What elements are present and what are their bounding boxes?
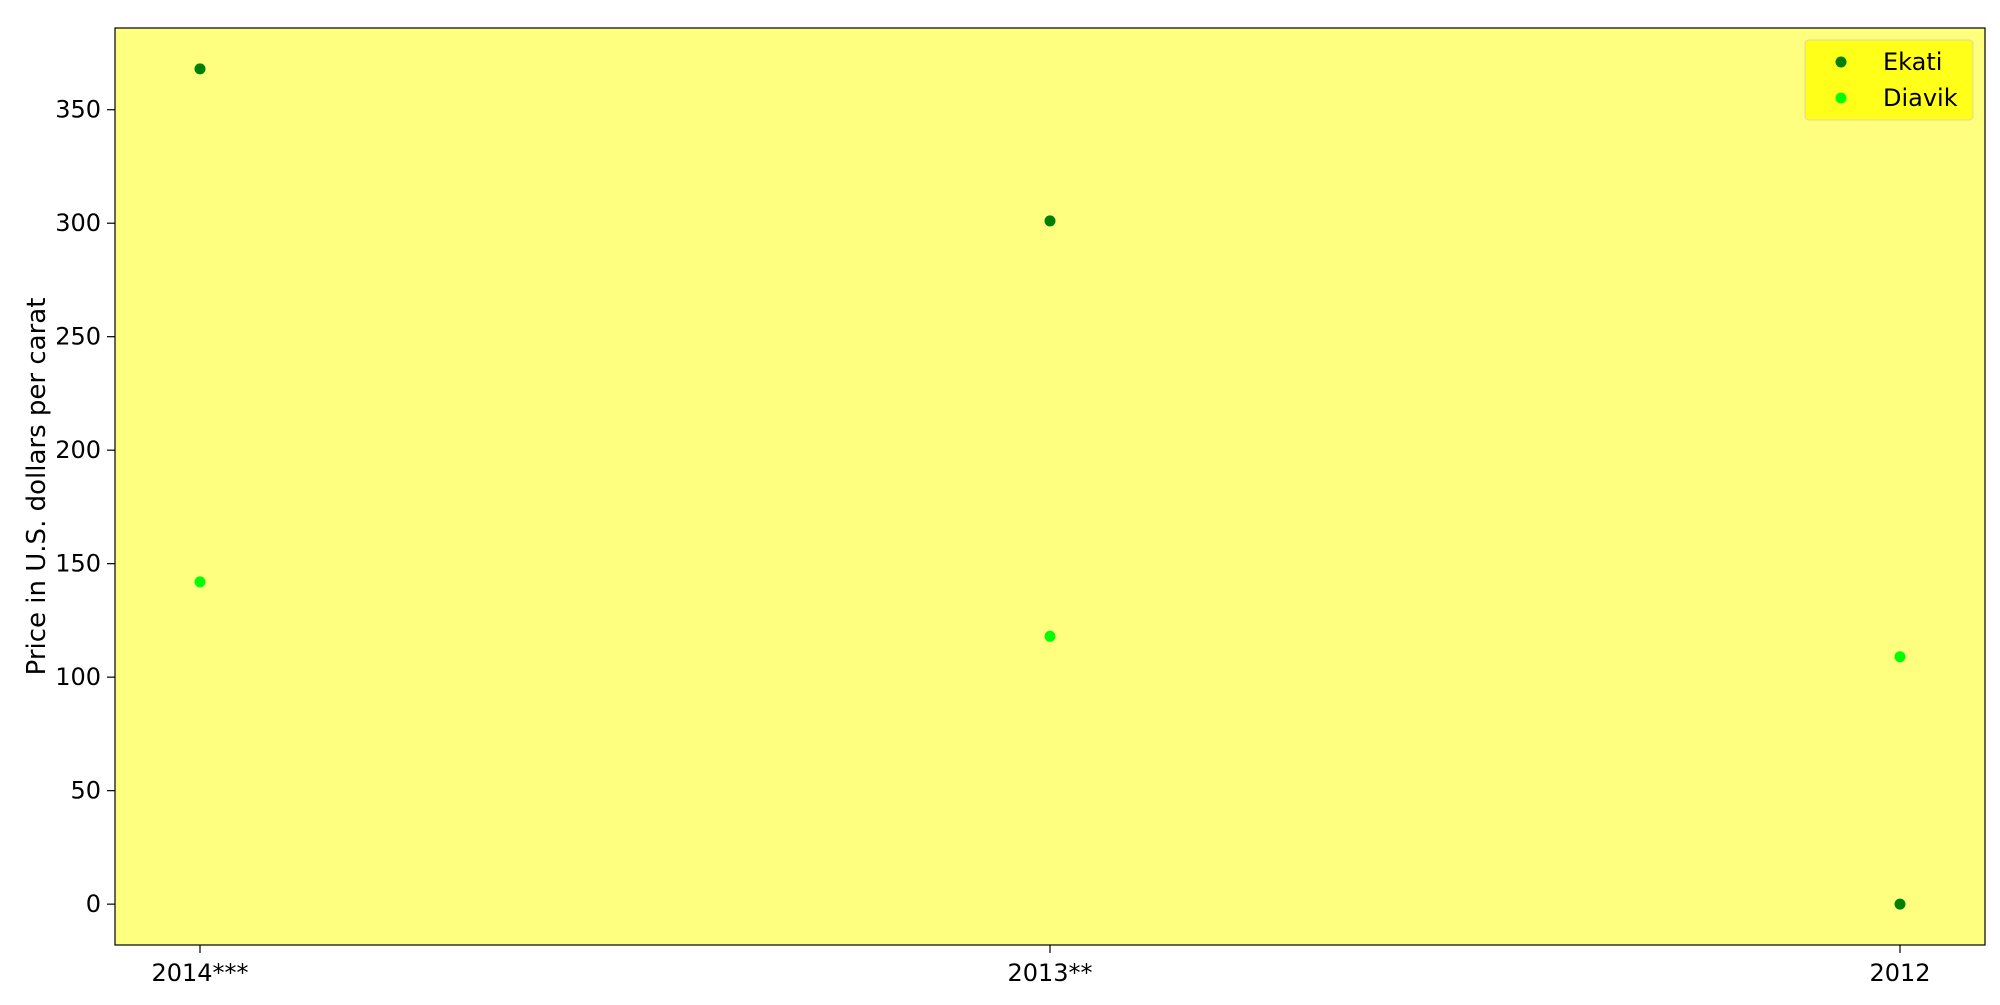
- data-points: [194, 63, 1906, 910]
- y-tick-label: 350: [55, 96, 101, 124]
- y-tick-label: 50: [70, 777, 101, 805]
- legend-marker-ekati: [1835, 56, 1847, 68]
- x-tick-label: 2013**: [1007, 959, 1092, 987]
- legend-marker-diavik: [1835, 92, 1847, 104]
- point-diavik-1: [1044, 630, 1056, 642]
- x-tick-label: 2014***: [151, 959, 248, 987]
- y-tick-label: 100: [55, 663, 101, 691]
- legend-label-ekati: Ekati: [1883, 48, 1942, 76]
- y-tick-label: 150: [55, 550, 101, 578]
- y-tick-label: 300: [55, 209, 101, 237]
- y-tick-label: 200: [55, 436, 101, 464]
- point-ekati-1: [1044, 215, 1056, 227]
- legend-box: [1804, 39, 1974, 121]
- x-axis: 2014*** 2013** 2012: [151, 945, 1931, 987]
- point-diavik-2: [1894, 651, 1906, 663]
- point-diavik-0: [194, 576, 206, 588]
- y-axis: 0 50 100 150 200 250 300 350: [55, 96, 115, 918]
- y-tick-label: 250: [55, 323, 101, 351]
- legend-label-diavik: Diavik: [1883, 84, 1958, 112]
- y-tick-label: 0: [86, 890, 101, 918]
- point-ekati-2: [1894, 898, 1906, 910]
- plot-area: [114, 27, 1986, 946]
- y-axis-label: Price in U.S. dollars per carat: [22, 298, 52, 676]
- point-ekati-0: [194, 63, 206, 75]
- x-tick-label: 2012: [1869, 959, 1930, 987]
- legend: Ekati Diavik: [1804, 39, 1974, 121]
